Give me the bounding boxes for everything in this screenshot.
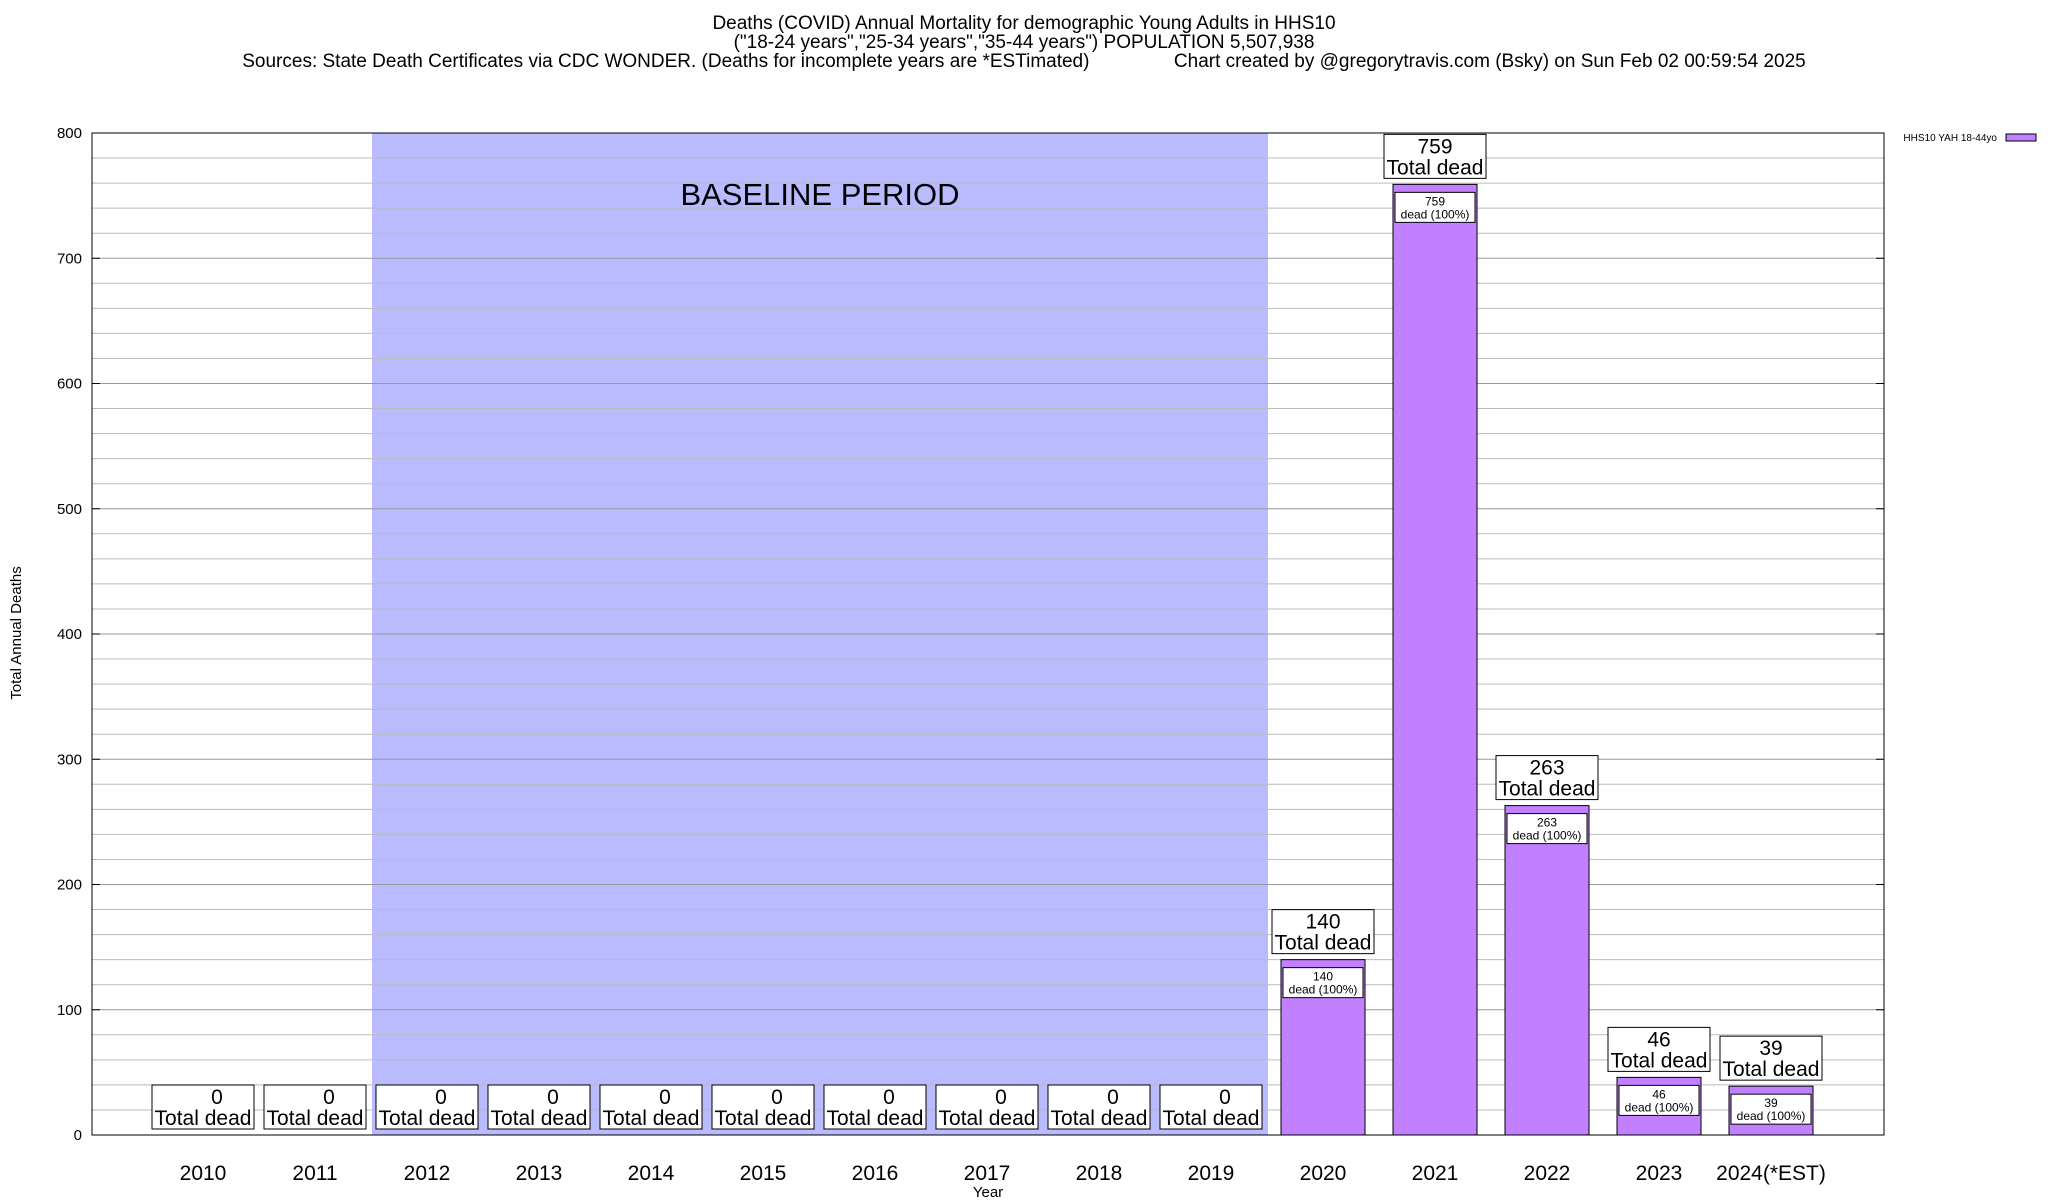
y-tick-label: 500: [57, 501, 82, 518]
total-label-box: [935, 1084, 1039, 1130]
total-label-box: [1047, 1084, 1151, 1130]
total-label-box: [823, 1084, 927, 1130]
x-tick-label: 2018: [1076, 1162, 1123, 1185]
total-label-box: [1719, 1035, 1823, 1081]
bar-inner-label-box: [1394, 191, 1476, 223]
x-tick-label: 2013: [516, 1162, 563, 1185]
x-tick-label: 2015: [740, 1162, 787, 1185]
bar-inner-value: 46: [1652, 1087, 1666, 1101]
x-tick-label: 2017: [964, 1162, 1011, 1185]
total-label-box: [599, 1084, 703, 1130]
bar-inner-label: dead (100%): [1401, 207, 1470, 221]
total-label-box: [487, 1084, 591, 1130]
total-dead-label: Total dead: [267, 1107, 364, 1130]
total-value-label: 0: [883, 1086, 895, 1109]
total-value-label: 0: [771, 1086, 783, 1109]
total-label-box: [375, 1084, 479, 1130]
total-label-box: [151, 1084, 255, 1130]
chart-title: Deaths (COVID) Annual Mortality for demo…: [0, 14, 2048, 71]
y-tick-label: 300: [57, 751, 82, 768]
bar-inner-value: 140: [1313, 970, 1333, 984]
baseline-period-annotation: BASELINE PERIOD: [680, 177, 959, 212]
y-tick-label: 400: [57, 626, 82, 643]
total-dead-label: Total dead: [1611, 1049, 1708, 1072]
total-value-label: 0: [1219, 1086, 1231, 1109]
total-dead-label: Total dead: [379, 1107, 476, 1130]
bar-inner-label-box: [1282, 967, 1364, 999]
x-tick-label: 2020: [1300, 1162, 1347, 1185]
x-tick-label: 2016: [852, 1162, 899, 1185]
total-dead-label: Total dead: [715, 1107, 812, 1130]
x-tick-label: 2014: [628, 1162, 675, 1185]
total-label-box: [711, 1084, 815, 1130]
total-label-box: [263, 1084, 367, 1130]
y-tick-label: 100: [57, 1002, 82, 1019]
x-tick-label: 2010: [180, 1162, 227, 1185]
bar-inner-label: dead (100%): [1737, 1109, 1806, 1123]
total-label-box: [1495, 755, 1599, 801]
title-line-2: ("18-24 years","25-34 years","35-44 year…: [733, 32, 1315, 53]
total-dead-label: Total dead: [491, 1107, 588, 1130]
total-dead-label: Total dead: [603, 1107, 700, 1130]
total-label-box: [1383, 133, 1487, 179]
x-tick-label: 2022: [1524, 1162, 1571, 1185]
total-dead-label: Total dead: [939, 1107, 1036, 1130]
total-label-box: [1607, 1026, 1711, 1072]
total-value-label: 0: [659, 1086, 671, 1109]
total-dead-label: Total dead: [1723, 1058, 1820, 1081]
total-value-label: 0: [547, 1086, 559, 1109]
total-dead-label: Total dead: [1163, 1107, 1260, 1130]
bar-inner-label: dead (100%): [1513, 829, 1582, 843]
x-tick-label: 2024(*EST): [1716, 1162, 1826, 1185]
total-dead-label: Total dead: [155, 1107, 252, 1130]
legend-label: HHS10 YAH 18-44yo: [1903, 133, 1997, 144]
y-tick-label: 700: [57, 250, 82, 267]
bar-inner-label-box: [1730, 1093, 1812, 1125]
total-value-label: 0: [211, 1086, 223, 1109]
total-value-label: 0: [435, 1086, 447, 1109]
bar: [1504, 805, 1590, 1136]
total-dead-label: Total dead: [827, 1107, 924, 1130]
x-tick-label: 2011: [292, 1162, 337, 1185]
bar-inner-label-box: [1506, 813, 1588, 845]
bar: [1392, 183, 1478, 1136]
total-value-label: 263: [1529, 757, 1564, 780]
x-axis-label: Year: [973, 1184, 1003, 1200]
total-label-box: [1159, 1084, 1263, 1130]
total-dead-label: Total dead: [1387, 156, 1484, 179]
x-tick-label: 2023: [1636, 1162, 1683, 1185]
total-value-label: 46: [1647, 1028, 1670, 1051]
y-tick-label: 200: [57, 877, 82, 894]
total-dead-label: Total dead: [1051, 1107, 1148, 1130]
y-tick-label: 800: [57, 125, 82, 142]
title-line-1: Deaths (COVID) Annual Mortality for demo…: [712, 13, 1336, 34]
legend-swatch: [2005, 133, 2037, 142]
x-tick-label: 2021: [1412, 1162, 1459, 1185]
bar-inner-value: 759: [1425, 194, 1445, 208]
total-value-label: 0: [323, 1086, 335, 1109]
bar-inner-value: 39: [1764, 1096, 1778, 1110]
y-tick-label: 0: [74, 1127, 82, 1144]
x-tick-label: 2019: [1188, 1162, 1235, 1185]
bar-inner-value: 263: [1537, 816, 1557, 830]
total-value-label: 140: [1305, 911, 1340, 934]
x-tick-label: 2012: [404, 1162, 451, 1185]
total-dead-label: Total dead: [1275, 932, 1372, 955]
total-value-label: 0: [1107, 1086, 1119, 1109]
bar-inner-label-box: [1618, 1084, 1700, 1116]
y-axis-label: Total Annual Deaths: [8, 566, 25, 699]
bar-inner-label: dead (100%): [1289, 983, 1358, 997]
y-tick-label: 600: [57, 376, 82, 393]
total-value-label: 0: [995, 1086, 1007, 1109]
total-dead-label: Total dead: [1499, 778, 1596, 801]
total-value-label: 39: [1759, 1037, 1782, 1060]
total-label-box: [1271, 909, 1375, 955]
bar-inner-label: dead (100%): [1625, 1100, 1694, 1114]
total-value-label: 759: [1417, 135, 1452, 158]
title-line-3: Sources: State Death Certificates via CD…: [242, 51, 1806, 72]
